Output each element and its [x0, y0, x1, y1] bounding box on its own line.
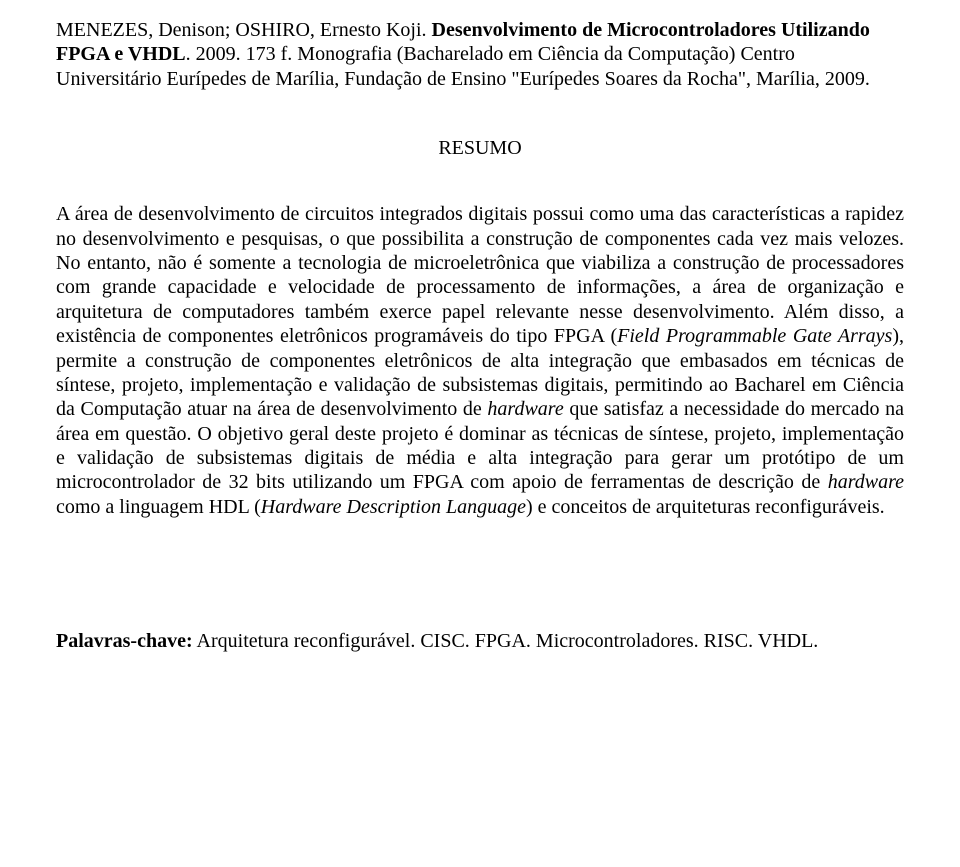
citation-header: MENEZES, Denison; OSHIRO, Ernesto Koji. …	[56, 18, 904, 91]
keywords-text: Arquitetura reconfigurável. CISC. FPGA. …	[193, 630, 819, 652]
hardware-term: hardware	[828, 471, 904, 493]
keywords-label: Palavras-chave:	[56, 630, 193, 652]
abstract-body: A área de desenvolvimento de circuitos i…	[56, 202, 904, 519]
hdl-term: Hardware Description Language	[261, 496, 526, 518]
keywords-block: Palavras-chave: Arquitetura reconfiguráv…	[56, 629, 904, 653]
resumo-heading: RESUMO	[56, 137, 904, 160]
document-page: MENEZES, Denison; OSHIRO, Ernesto Koji. …	[0, 0, 960, 867]
authors-text: MENEZES, Denison; OSHIRO, Ernesto Koji.	[56, 19, 432, 41]
fpga-term: Field Programmable Gate Arrays	[617, 325, 892, 347]
body-segment: como a linguagem HDL (	[56, 496, 261, 518]
hardware-term: hardware	[487, 398, 563, 420]
body-segment: ) e conceitos de arquiteturas reconfigur…	[526, 496, 885, 518]
